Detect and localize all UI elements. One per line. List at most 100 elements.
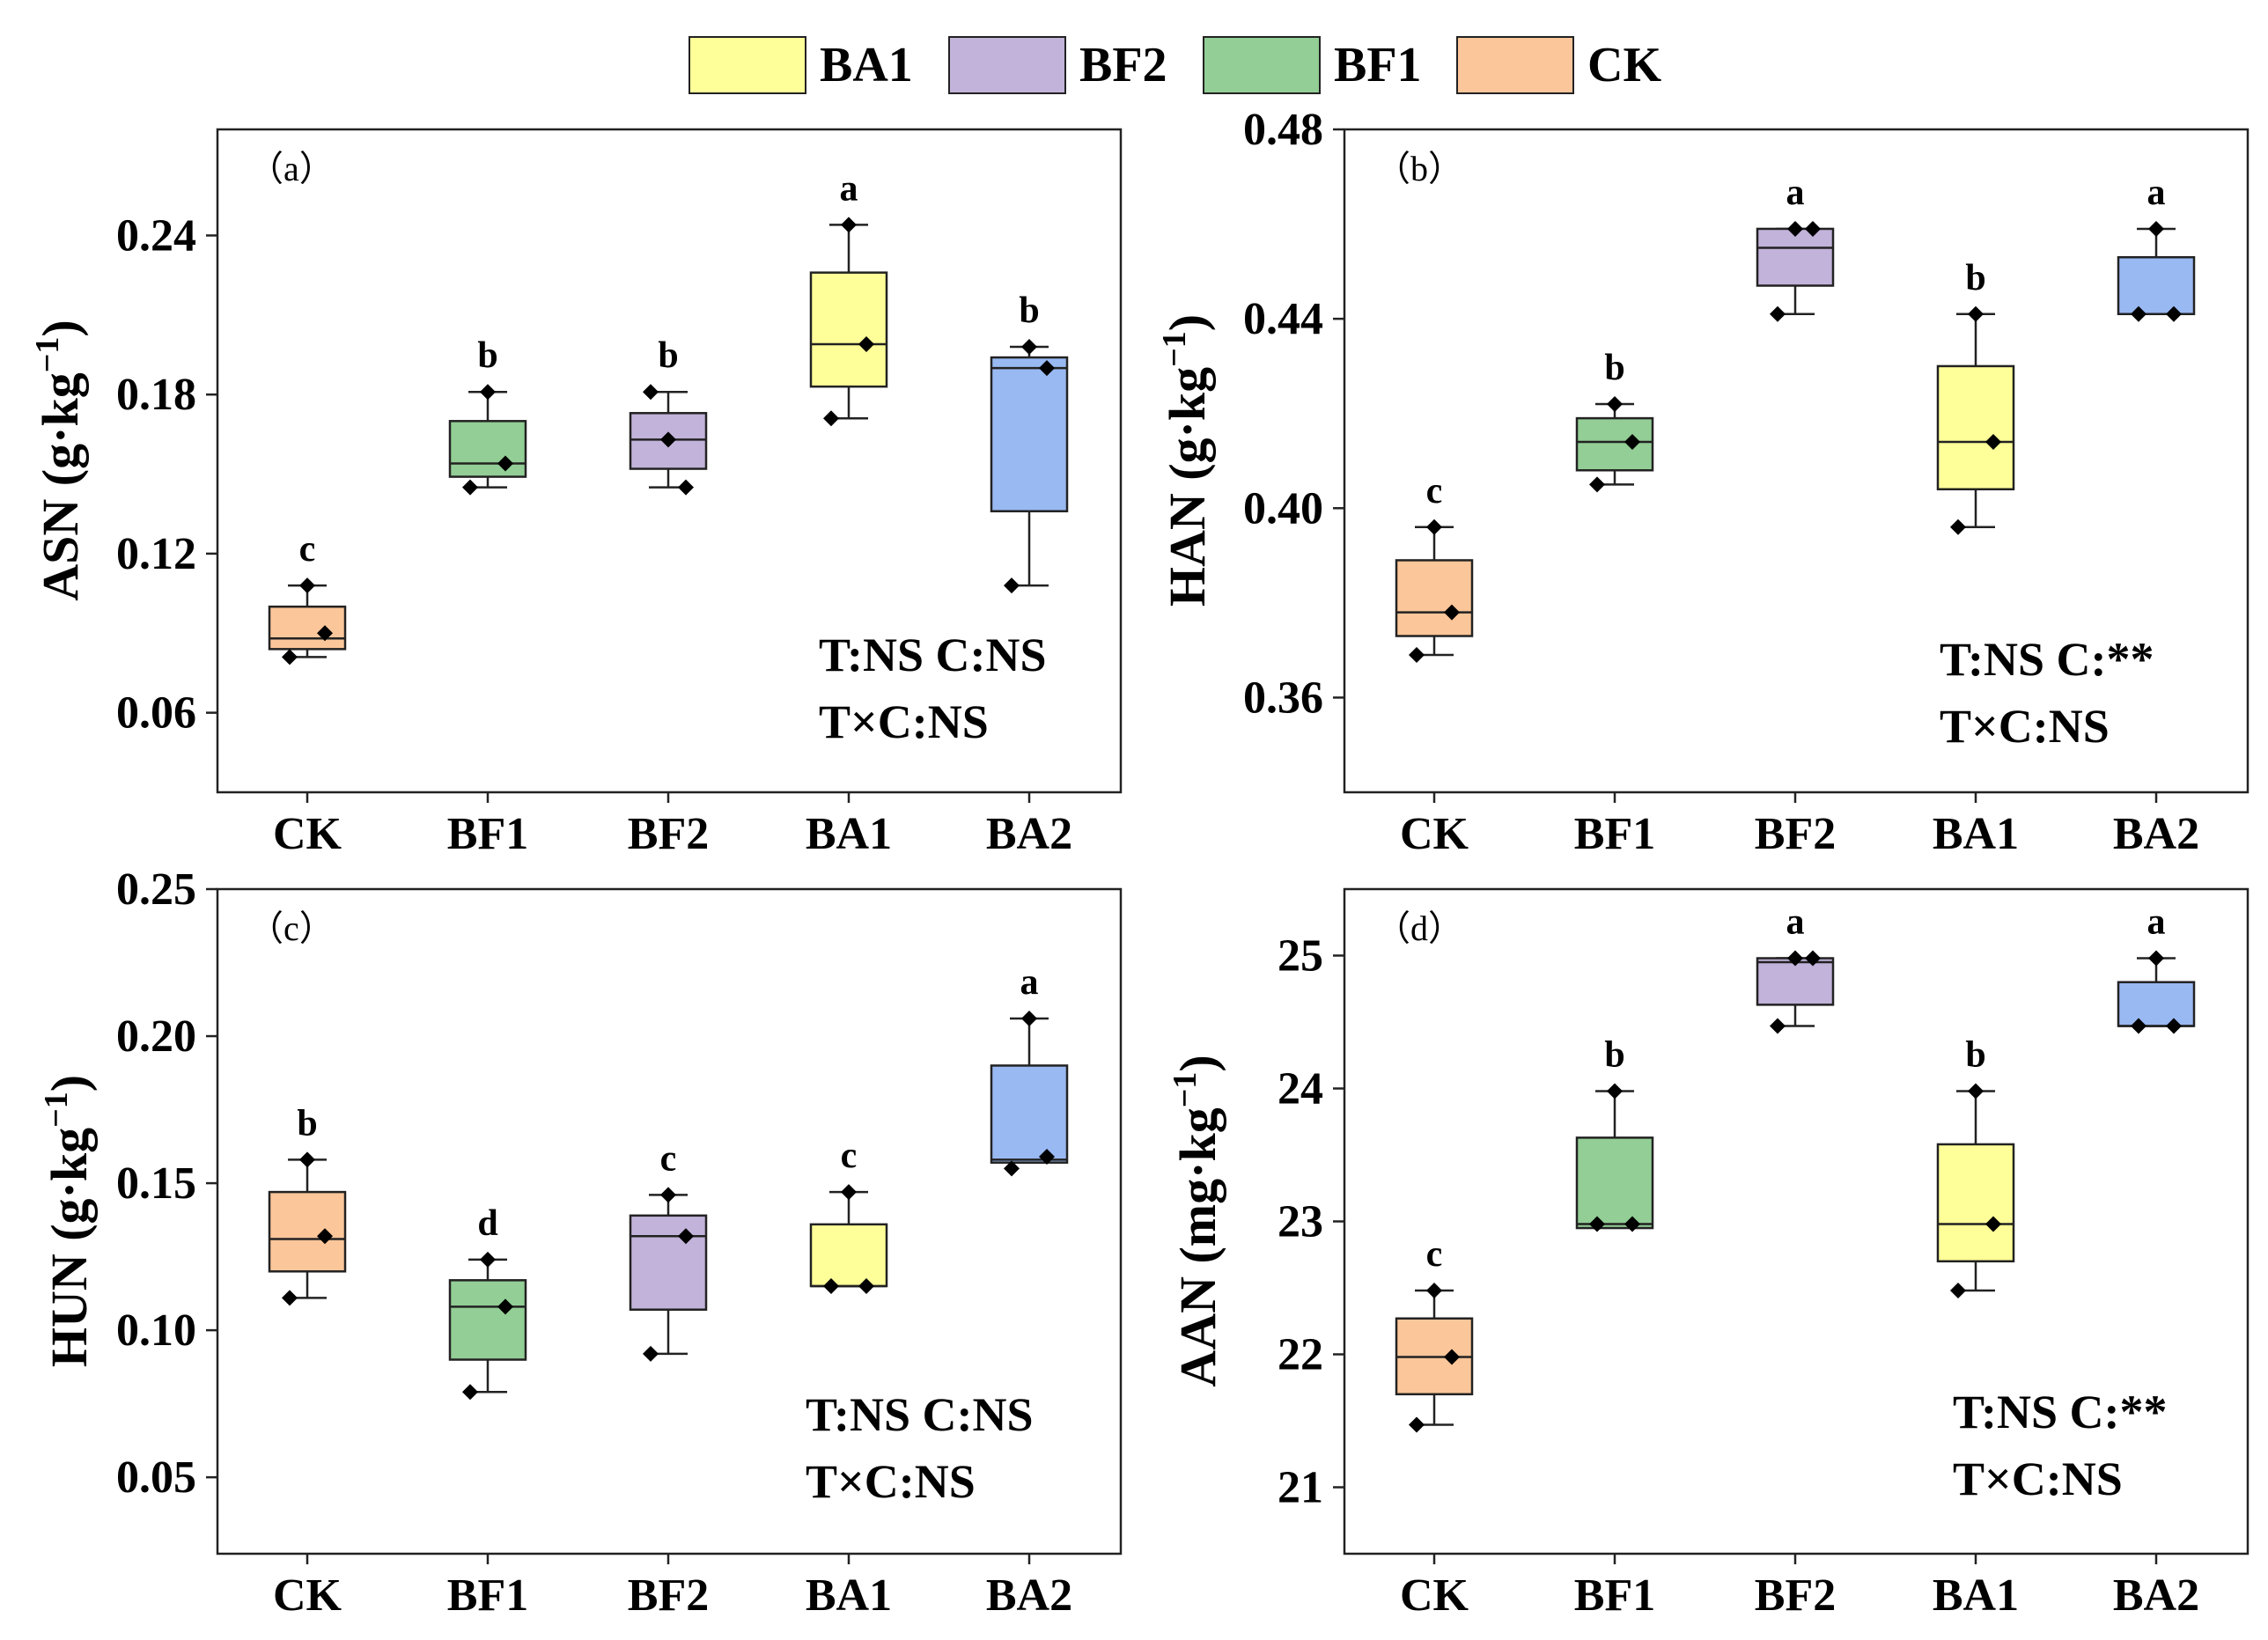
- x-tick-label-c-ck: CK: [273, 1570, 342, 1621]
- data-point-c-ba1: [841, 1184, 857, 1201]
- y-axis-a: 0.06 0.12 0.18 0.24: [116, 210, 217, 739]
- panel-d: 21 22 23 24 25 CK BF1 BF2 BA1 BA2 c b a b a （d） AAN …: [1167, 887, 2250, 1621]
- significance-letter-d-bf2: a: [1786, 902, 1805, 943]
- y-axis-title-b-close: ): [1159, 314, 1216, 331]
- box-b-ba1: [1936, 364, 2015, 491]
- legend-swatch-bf1: [1203, 36, 1321, 94]
- data-point-c-bf2: [660, 1187, 676, 1203]
- y-axis-title-b-text: HAN (g·kg: [1159, 367, 1216, 607]
- significance-letter-b-ba1: b: [1965, 258, 1985, 298]
- data-point-a-ck: [299, 577, 315, 594]
- x-axis-a: CK BF1 BF2 BA1 BA2: [273, 792, 1072, 859]
- significance-letter-a-bf1: b: [477, 335, 497, 376]
- box-d-ba1: [1936, 1143, 2015, 1263]
- panel-c: 0.05 0.10 0.15 0.20 0.25 CK BF1 BF2 BA1 BA2 b d c c…: [38, 864, 1123, 1621]
- legend-label-ck: CK: [1587, 38, 1661, 92]
- y-axis-b: 0.36 0.40 0.44 0.48: [1243, 105, 1344, 723]
- x-tick-label-a-ck: CK: [273, 809, 342, 859]
- x-tick-label-d-ba1: BA1: [1933, 1570, 2019, 1621]
- box-a-ba2: [990, 356, 1069, 512]
- stat-line2-a: T×C:NS: [819, 695, 989, 748]
- data-point-a-bf2: [660, 431, 676, 448]
- y-tick-label-a: 0.18: [116, 370, 196, 420]
- stat-line2-b: T×C:NS: [1940, 700, 2110, 753]
- y-tick-label-b: 0.48: [1243, 105, 1323, 155]
- data-point-a-bf2: [678, 479, 694, 496]
- box-b-ck: [1395, 559, 1474, 637]
- x-tick-label-d-ck: CK: [1400, 1570, 1469, 1621]
- y-tick-label-a: 0.24: [116, 210, 196, 261]
- y-axis-title-a-close: ): [32, 320, 89, 336]
- box-d-bf1: [1575, 1136, 1654, 1230]
- data-point-c-bf1: [480, 1251, 496, 1268]
- data-point-d-ba1: [1985, 1216, 2001, 1232]
- y-axis-title-b: HAN (g·kg−1): [1156, 314, 1216, 607]
- x-tick-label-b-bf2: BF2: [1755, 809, 1836, 859]
- data-point-d-bf2: [1787, 950, 1803, 967]
- data-point-a-ba1: [841, 217, 857, 233]
- panel-label-d: （d）: [1375, 908, 1463, 948]
- y-tick-label-a: 0.12: [116, 529, 196, 579]
- y-axis-title-c-close: ): [40, 1075, 98, 1092]
- x-tick-label-d-bf1: BF1: [1574, 1570, 1655, 1621]
- data-point-d-bf1: [1589, 1216, 1605, 1232]
- data-point-c-ba1: [858, 1277, 874, 1294]
- data-point-b-bf1: [1589, 476, 1605, 493]
- data-point-d-bf1: [1607, 1083, 1623, 1099]
- box-series-b: c b a b a: [1395, 173, 2196, 664]
- box-a-ck: [268, 605, 347, 651]
- data-point-a-ck: [282, 649, 298, 666]
- data-point-a-ba1: [858, 335, 874, 352]
- box-series-d: c b a b a: [1395, 902, 2196, 1433]
- y-tick-label-c: 0.15: [116, 1158, 196, 1209]
- legend-swatch-ba1: [688, 36, 806, 94]
- y-tick-label-d: 23: [1278, 1197, 1323, 1247]
- box-c-bf1: [448, 1279, 527, 1361]
- legend-item-bf2: BF2: [948, 36, 1167, 94]
- data-point-b-ba2: [2148, 220, 2164, 237]
- panel-a: 0.06 0.12 0.18 0.24 CK BF1 BF2 BA1 BA2 c b b a b （a…: [29, 128, 1123, 859]
- data-point-d-ba2: [2131, 1018, 2146, 1034]
- panel-b: 0.36 0.40 0.44 0.48 CK BF1 BF2 BA1 BA2 c b a b a （b…: [1156, 105, 2250, 859]
- panel-label-a: （a）: [248, 149, 335, 188]
- data-point-b-ba1: [1968, 305, 1984, 322]
- box-series-a: c b b a b: [268, 168, 1069, 666]
- x-axis-c: CK BF1 BF2 BA1 BA2: [273, 1554, 1072, 1621]
- data-point-d-bf2: [1770, 1018, 1786, 1034]
- data-point-a-bf1: [497, 455, 513, 472]
- stat-line1-a: T:NS C:NS: [819, 629, 1047, 681]
- y-tick-label-c: 0.05: [116, 1452, 196, 1503]
- data-point-c-ba2: [1021, 1010, 1037, 1026]
- y-tick-label-b: 0.36: [1243, 673, 1323, 723]
- panel-label-c: （c）: [248, 908, 335, 948]
- data-point-a-bf2: [643, 384, 659, 401]
- box-c-ck: [268, 1190, 347, 1273]
- data-point-c-bf1: [497, 1298, 513, 1315]
- significance-letter-a-ba1: a: [840, 168, 858, 209]
- x-tick-label-a-ba1: BA1: [806, 809, 892, 859]
- data-point-c-bf1: [462, 1384, 478, 1401]
- y-axis-title-a-text: ASN (g·kg: [32, 372, 89, 600]
- x-axis-d: CK BF1 BF2 BA1 BA2: [1400, 1554, 2199, 1621]
- data-point-d-ba2: [2166, 1018, 2182, 1034]
- x-tick-label-a-bf2: BF2: [628, 809, 709, 859]
- data-point-d-ba1: [1950, 1283, 1966, 1299]
- y-axis-title-c: HUN (g·kg−1): [38, 1075, 98, 1367]
- data-point-d-ba2: [2148, 950, 2164, 967]
- x-tick-label-a-bf1: BF1: [447, 809, 528, 859]
- legend-item-bf1: BF1: [1203, 36, 1422, 94]
- data-point-a-ba2: [1021, 338, 1037, 355]
- x-tick-label-c-ba1: BA1: [806, 1570, 892, 1621]
- y-axis-title-a-sup: −1: [29, 337, 66, 373]
- x-tick-label-b-ck: CK: [1400, 809, 1469, 859]
- stat-line1-b: T:NS C:**: [1940, 633, 2154, 686]
- data-point-b-bf2: [1805, 220, 1821, 237]
- box-b-bf2: [1756, 227, 1835, 287]
- legend-label-bf1: BF1: [1334, 38, 1422, 92]
- box-c-ba2: [990, 1064, 1069, 1164]
- data-point-c-ba2: [1004, 1160, 1020, 1177]
- box-b-ba2: [2117, 255, 2196, 316]
- significance-letter-c-bf2: c: [660, 1138, 677, 1179]
- y-axis-c: 0.05 0.10 0.15 0.20 0.25: [116, 864, 217, 1503]
